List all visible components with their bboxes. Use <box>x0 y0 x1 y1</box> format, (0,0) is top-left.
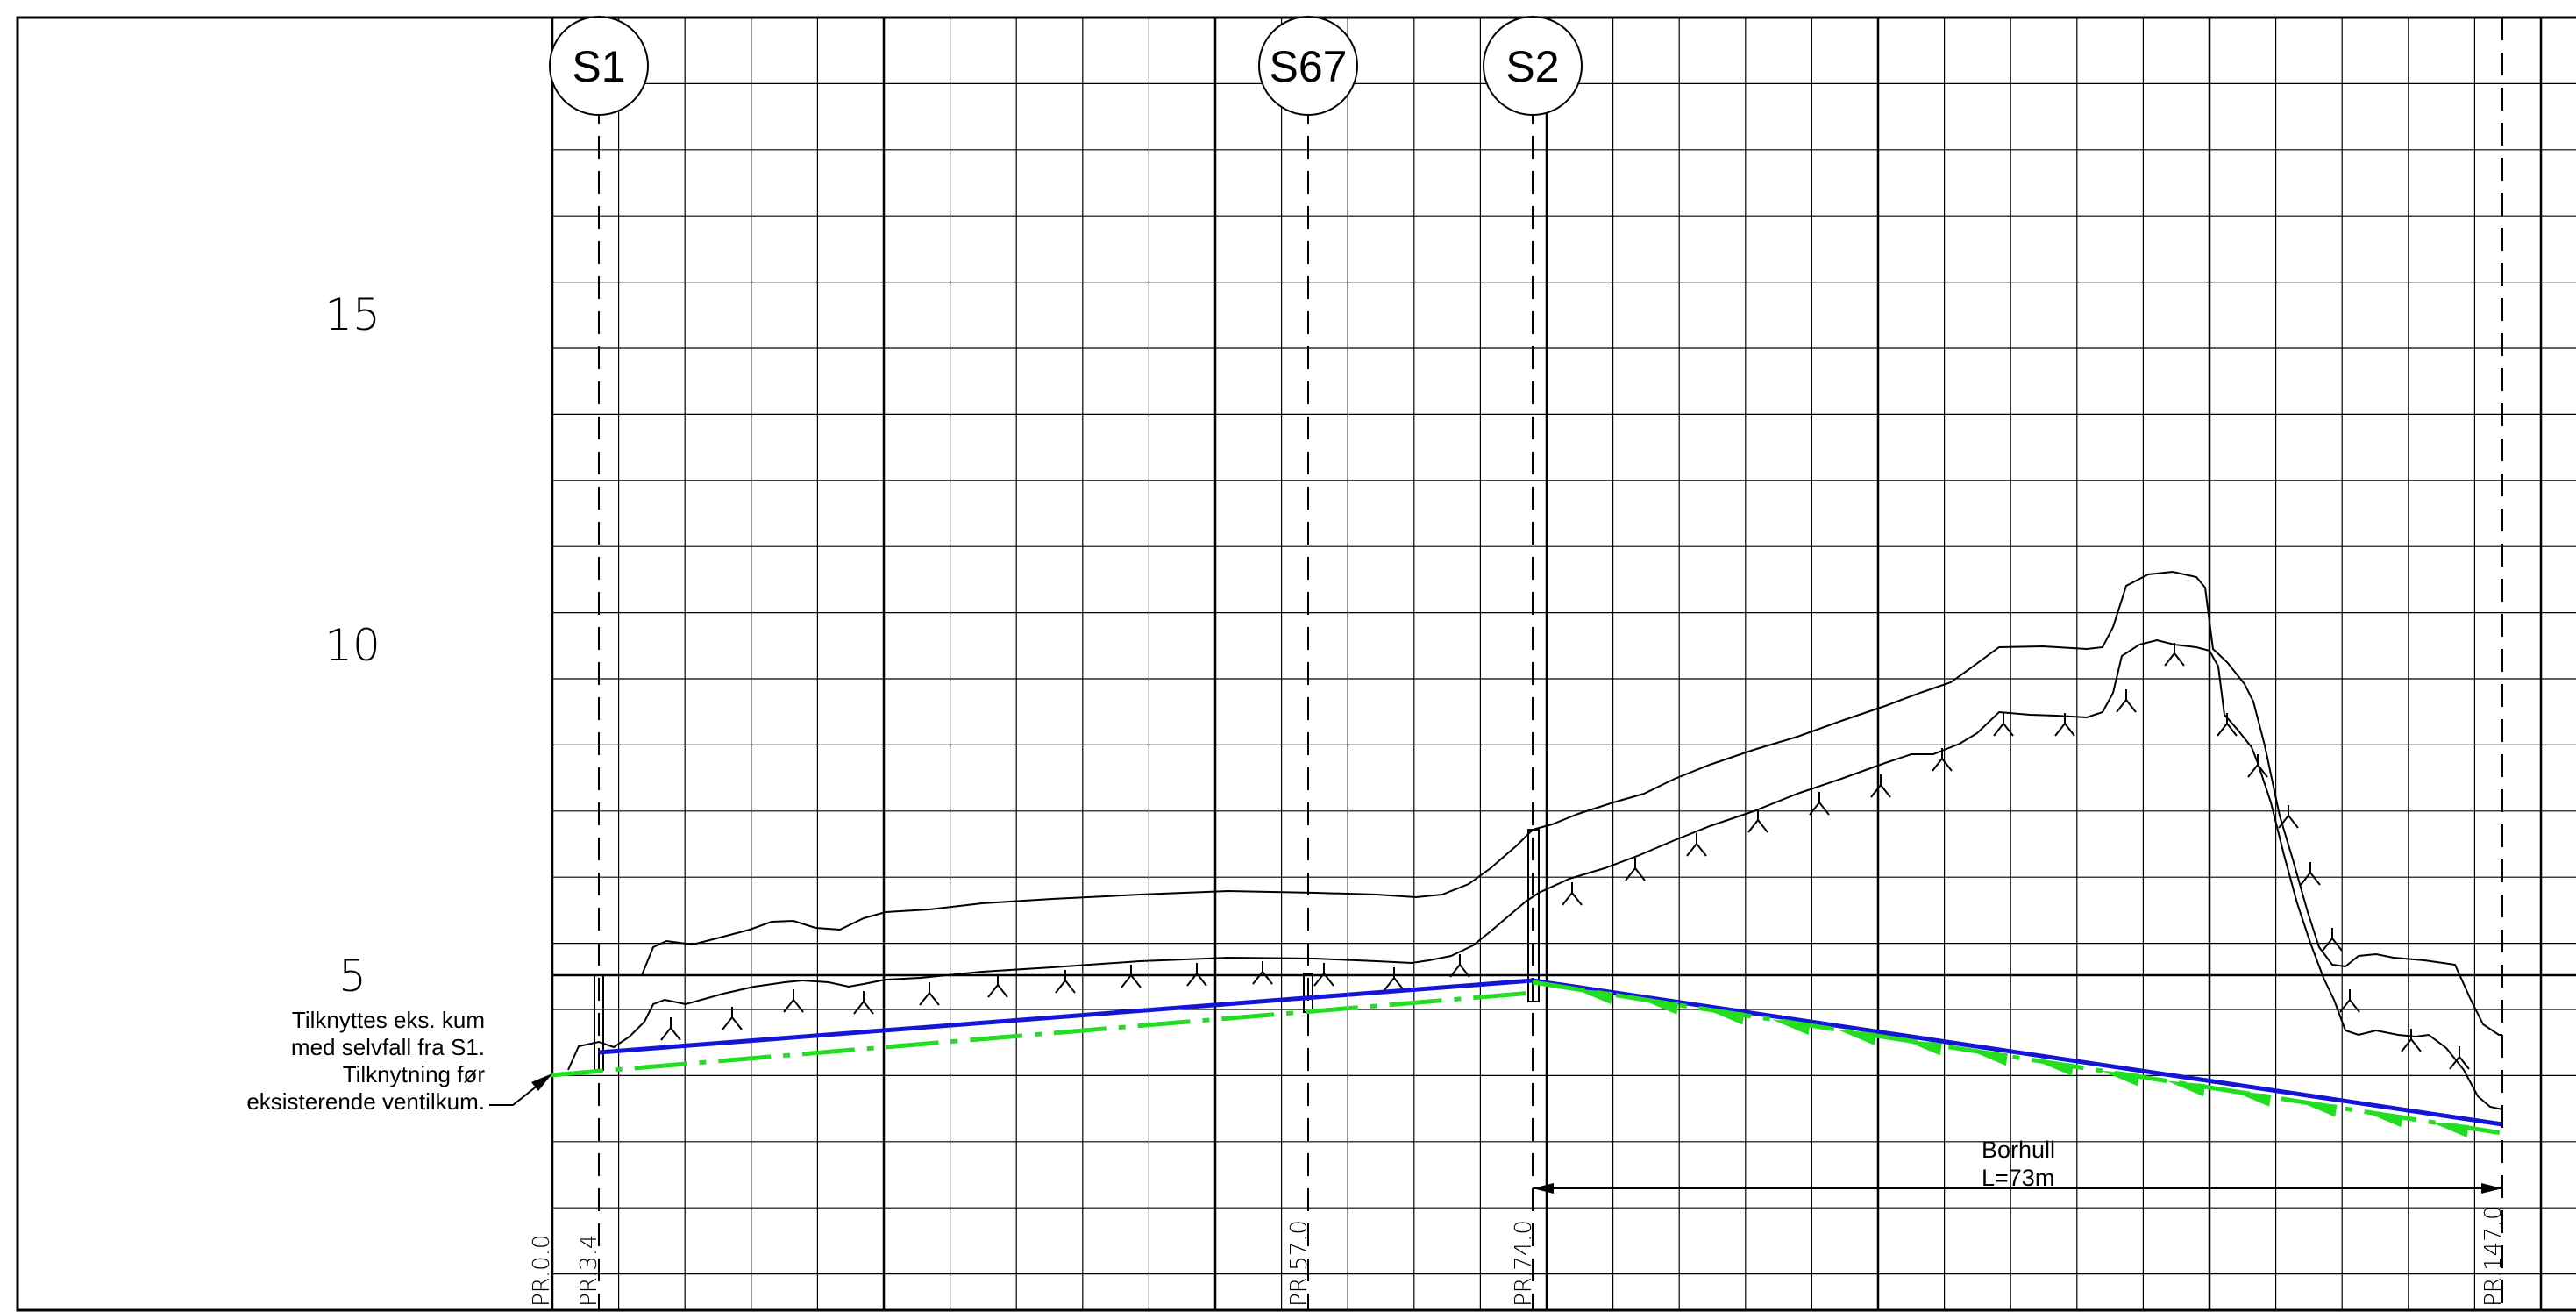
flow-arrow-icon <box>2232 1091 2272 1107</box>
flow-arrow-icon <box>2430 1122 2469 1137</box>
rock-hatch-icon <box>1384 967 1405 991</box>
manhole-s1: S1 <box>549 16 649 116</box>
station-label-4: PR.147.0 <box>2480 1205 2507 1307</box>
rock-hatch-icon <box>2339 989 2360 1013</box>
rock-hatch-icon <box>919 982 940 1006</box>
rock-hatch-icon <box>2054 713 2075 737</box>
terrain-surface-line <box>641 570 2502 1036</box>
rock-hatch-icon <box>2116 689 2137 713</box>
station-label-0: PR.0.0 <box>529 1235 555 1307</box>
rock-hatch-icon <box>660 1017 681 1041</box>
manhole-s2-circle <box>1483 16 1583 116</box>
rock-hatch-icon <box>1747 809 1768 833</box>
elevation-label-15: 15 <box>324 289 381 340</box>
pipe-green-selfall <box>550 990 1534 1078</box>
flow-arrow-icon <box>2364 1111 2403 1128</box>
flow-arrow-icon <box>1837 1030 1876 1045</box>
rock-symbols <box>660 643 2470 1070</box>
arrow-head-icon <box>2481 1183 2502 1194</box>
borehole-dimension: Borhull L=73m <box>1533 1137 2502 1194</box>
rock-hatch-icon <box>1313 963 1334 987</box>
flow-arrow-icon <box>1903 1039 1942 1056</box>
station-label-3: PR.74.0 <box>1511 1220 1537 1307</box>
elevation-label-5: 5 <box>338 951 366 1002</box>
leader-arrow-icon <box>531 1073 552 1091</box>
annotation-line-2: med selvfall fra S1. <box>291 1034 485 1060</box>
flow-arrow-icon <box>2035 1060 2074 1076</box>
manhole-s2: S2 <box>1483 16 1583 116</box>
rock-hatch-icon <box>1993 713 2014 737</box>
flow-arrow-icon <box>1969 1050 2008 1066</box>
manhole-s67-label: S67 <box>1270 42 1348 91</box>
rock-hatch-icon <box>853 991 874 1015</box>
rock-hatch-icon <box>2401 1029 2422 1052</box>
station-label-1: PR.3.4 <box>576 1235 602 1307</box>
elevation-label-10: 10 <box>324 620 381 671</box>
flow-arrow-icon <box>1640 999 1679 1015</box>
manhole-markers: S1 S67 S2 <box>549 16 1583 116</box>
rock-hatch-icon <box>2300 862 2321 886</box>
station-labels: PR.0.0 PR.3.4 PR.57.0 PR.74.0 PR.147.0 <box>529 1205 2507 1307</box>
rock-hatch-icon <box>1625 858 1646 881</box>
terrain-profile <box>567 570 2503 1110</box>
drawing-frame <box>16 16 2576 1312</box>
rock-hatch-icon <box>1562 882 1583 906</box>
pipe-blue-selfall <box>598 978 1534 1055</box>
rock-hatch-icon <box>1121 965 1142 988</box>
annotation-line-4: eksisterende ventilkum. <box>246 1088 485 1115</box>
rock-hatch-icon <box>2278 805 2299 829</box>
rock-hatch-icon <box>2322 928 2343 952</box>
profile-grid <box>551 17 2576 1310</box>
rock-hatch-icon <box>1686 833 1707 857</box>
manhole-s67: S67 <box>1258 16 1358 116</box>
rock-hatch-icon <box>1809 792 1830 816</box>
station-label-2: PR.57.0 <box>1286 1220 1313 1307</box>
manhole-s67-circle <box>1258 16 1358 116</box>
rock-hatch-icon <box>1870 774 1891 798</box>
rock-hatch-icon <box>783 989 804 1013</box>
rock-hatch-icon <box>722 1007 743 1030</box>
rock-hatch-icon <box>2217 713 2238 737</box>
annotation-line-3: Tilknytning før <box>343 1061 486 1087</box>
arrow-head-icon <box>1533 1183 1554 1194</box>
connection-annotation: Tilknyttes eks. kum med selvfall fra S1.… <box>246 1007 552 1115</box>
flow-arrow-icon <box>1574 988 1613 1005</box>
station-lines <box>598 18 2503 1310</box>
rock-hatch-icon <box>1186 963 1207 987</box>
borehole-title: Borhull <box>1982 1137 2055 1163</box>
rock-hatch-icon <box>1252 961 1273 985</box>
rock-hatch-icon <box>1932 748 1953 772</box>
rock-hatch-icon <box>2247 754 2268 778</box>
terrain-rock-line <box>567 638 2503 1110</box>
flow-arrow-icon <box>2101 1070 2140 1087</box>
flow-arrow-icon <box>1771 1019 1811 1036</box>
pipe-lines <box>550 978 2503 1136</box>
elevation-axis: 15 10 5 <box>324 289 381 1002</box>
manhole-s1-label: S1 <box>572 42 625 91</box>
manhole-s2-label: S2 <box>1505 42 1559 91</box>
pipe-green-borehole <box>1532 980 2503 1136</box>
rock-hatch-icon <box>1449 954 1470 978</box>
rock-hatch-icon <box>1055 970 1076 994</box>
rock-hatch-icon <box>987 974 1008 998</box>
flow-arrow-icon <box>1705 1009 1745 1025</box>
flow-arrow-icon <box>2167 1080 2206 1097</box>
pipe-blue-borehole <box>1532 978 2503 1127</box>
rock-hatch-icon <box>2164 643 2185 667</box>
manhole-s1-circle <box>549 16 649 116</box>
rock-hatch-icon <box>2449 1046 2470 1070</box>
flow-direction-arrows <box>1574 988 2469 1137</box>
flow-arrow-icon <box>2298 1101 2338 1117</box>
annotation-line-1: Tilknyttes eks. kum <box>292 1007 485 1033</box>
borehole-length: L=73m <box>1982 1165 2054 1191</box>
